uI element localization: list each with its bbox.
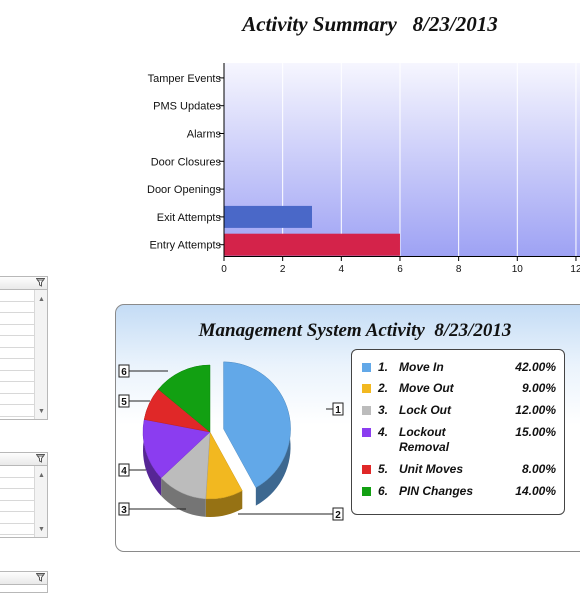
side-grid-2[interactable]: ▲ ▼	[0, 452, 48, 538]
legend-label: Lockout Removal	[399, 425, 450, 454]
bar	[224, 233, 400, 256]
bar	[224, 205, 312, 228]
bar-chart-title: Activity Summary 8/23/2013	[242, 12, 498, 36]
grid-row[interactable]	[0, 313, 35, 325]
grid-row[interactable]	[0, 290, 35, 302]
grid-header	[0, 277, 47, 290]
legend-swatch	[362, 384, 371, 393]
grid-row[interactable]	[0, 302, 35, 313]
legend-index: 3.	[378, 403, 389, 417]
grid-row[interactable]	[0, 478, 35, 489]
grid-row[interactable]	[0, 394, 35, 405]
legend-swatch	[362, 363, 371, 372]
scroll-up-icon[interactable]: ▲	[38, 296, 45, 303]
legend-label: Lock Out	[399, 403, 452, 417]
pie-slice	[158, 364, 211, 433]
callout-label: 5	[121, 397, 127, 408]
legend-index: 5.	[378, 462, 389, 476]
legend-index: 6.	[378, 484, 389, 498]
pie-chart-title: Management System Activity 8/23/2013	[198, 320, 512, 341]
legend-index: 4.	[378, 425, 389, 439]
x-tick-label: 2	[280, 264, 286, 275]
legend-percent: 9.00%	[521, 381, 556, 395]
x-tick-label: 8	[456, 264, 462, 275]
vertical-scrollbar[interactable]: ▲ ▼	[34, 290, 47, 419]
callout-label: 6	[121, 367, 127, 378]
legend-swatch	[362, 428, 371, 437]
grid-row[interactable]	[0, 336, 35, 348]
side-grid-1[interactable]: ▲ ▼	[0, 276, 48, 420]
grid-row[interactable]	[0, 489, 35, 501]
pie-slice-side	[205, 490, 243, 517]
pie-slice	[142, 419, 211, 479]
legend-swatch	[362, 487, 371, 496]
scroll-down-icon[interactable]: ▼	[38, 408, 45, 415]
scroll-up-icon[interactable]: ▲	[38, 472, 45, 479]
legend-label: PIN Changes	[399, 484, 474, 498]
vertical-scrollbar[interactable]: ▲ ▼	[34, 466, 47, 537]
legend-percent: 15.00%	[515, 425, 556, 439]
legend-label: Move Out	[399, 381, 454, 395]
category-label: Alarms	[187, 129, 222, 141]
callout-label: 3	[121, 505, 127, 516]
callout-box	[118, 394, 130, 408]
filter-icon[interactable]	[36, 454, 45, 463]
grid-row[interactable]	[0, 359, 35, 371]
x-tick-label: 6	[397, 264, 403, 275]
legend-index: 1.	[378, 360, 389, 374]
legend-label: Unit Moves	[399, 462, 464, 476]
category-label: Door Closures	[151, 156, 222, 168]
pie-slice-side	[143, 419, 162, 496]
category-label: Exit Attempts	[157, 212, 222, 224]
grid-rows	[0, 290, 47, 417]
callout-box	[118, 463, 130, 477]
callout-label: 4	[121, 466, 127, 477]
legend-swatch	[362, 406, 371, 415]
legend-index: 2.	[378, 381, 389, 395]
grid-row[interactable]	[0, 512, 35, 524]
callout-box	[118, 502, 130, 516]
pie-legend: 1. Move In 42.00% 2. Move Out 9.00% 3. Lock Out…	[351, 349, 565, 515]
category-label: Door Openings	[147, 184, 221, 196]
grid-header	[0, 453, 47, 466]
grid-row[interactable]	[0, 382, 35, 394]
legend-label: Move In	[399, 360, 444, 374]
legend-percent: 12.00%	[515, 403, 556, 417]
callout-box	[332, 507, 344, 521]
activity-pie-chart: 1 2 3 4 5 6	[118, 361, 344, 521]
legend-percent: 14.00%	[515, 484, 556, 498]
grid-rows	[0, 466, 47, 535]
grid-row[interactable]	[0, 501, 35, 512]
activity-bar-chart: Tamper Events PMS Updates Alarms Door Closu…	[147, 63, 580, 275]
x-tick-label: 4	[339, 264, 345, 275]
grid-row[interactable]	[0, 466, 35, 478]
grid-row[interactable]	[0, 405, 35, 417]
callout-box	[332, 402, 344, 416]
grid-row[interactable]	[0, 348, 35, 359]
legend-percent: 8.00%	[521, 462, 556, 476]
filter-icon[interactable]	[36, 278, 45, 287]
category-label: PMS Updates	[153, 101, 221, 113]
legend-swatch	[362, 465, 371, 474]
category-label: Tamper Events	[148, 73, 222, 85]
callout-label: 1	[335, 405, 341, 416]
x-tick-label: 0	[221, 264, 227, 275]
callout-box	[118, 364, 130, 378]
grid-row[interactable]	[0, 371, 35, 382]
x-tick-label: 10	[512, 264, 524, 275]
grid-row[interactable]	[0, 325, 35, 336]
legend-percent: 42.00%	[515, 360, 556, 374]
pie-slice	[223, 361, 291, 488]
category-label: Entry Attempts	[149, 240, 221, 252]
scroll-down-icon[interactable]: ▼	[38, 526, 45, 533]
x-tick-label: 12	[570, 264, 580, 275]
grid-row[interactable]	[0, 524, 35, 535]
callout-label: 2	[335, 510, 341, 521]
